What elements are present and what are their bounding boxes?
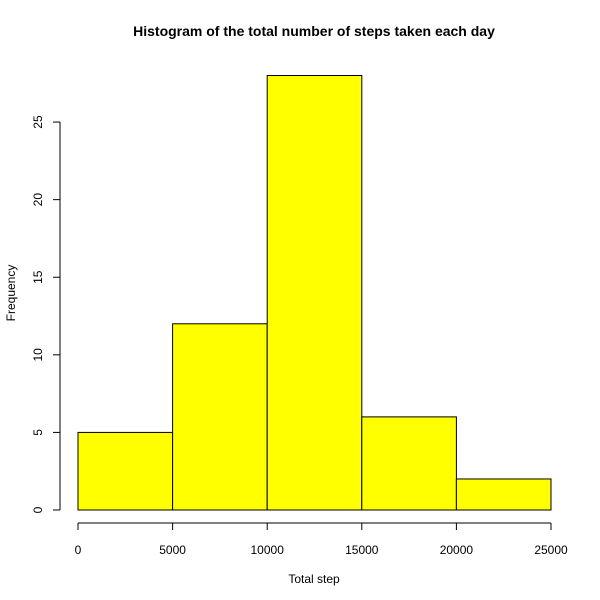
x-tick-label: 25000 [534, 543, 568, 557]
chart-title: Histogram of the total number of steps t… [133, 23, 495, 39]
plot-area [77, 75, 552, 511]
histogram-bar-1 [77, 431, 174, 511]
y-axis: 0 5 10 15 20 25 [31, 115, 61, 513]
y-tick-label: 25 [31, 115, 45, 129]
y-axis-label: Frequency [4, 265, 18, 322]
y-tick-label: 0 [31, 506, 45, 513]
y-tick-label: 5 [31, 429, 45, 436]
x-tick-label: 10000 [251, 543, 285, 557]
histogram-bar-5 [455, 478, 552, 511]
x-tick-label: 5000 [159, 543, 186, 557]
x-axis: 0 5000 10000 15000 20000 25000 [75, 522, 568, 557]
x-tick-label: 20000 [440, 543, 474, 557]
histogram-bar-3 [266, 75, 363, 511]
x-tick-label: 0 [75, 543, 82, 557]
y-tick-label: 20 [31, 193, 45, 207]
x-axis-label: Total step [288, 572, 340, 586]
y-tick-label: 15 [31, 270, 45, 284]
y-tick-label: 10 [31, 348, 45, 362]
histogram-bar-4 [361, 416, 457, 511]
histogram-bar-2 [172, 323, 268, 511]
x-tick-label: 15000 [345, 543, 379, 557]
